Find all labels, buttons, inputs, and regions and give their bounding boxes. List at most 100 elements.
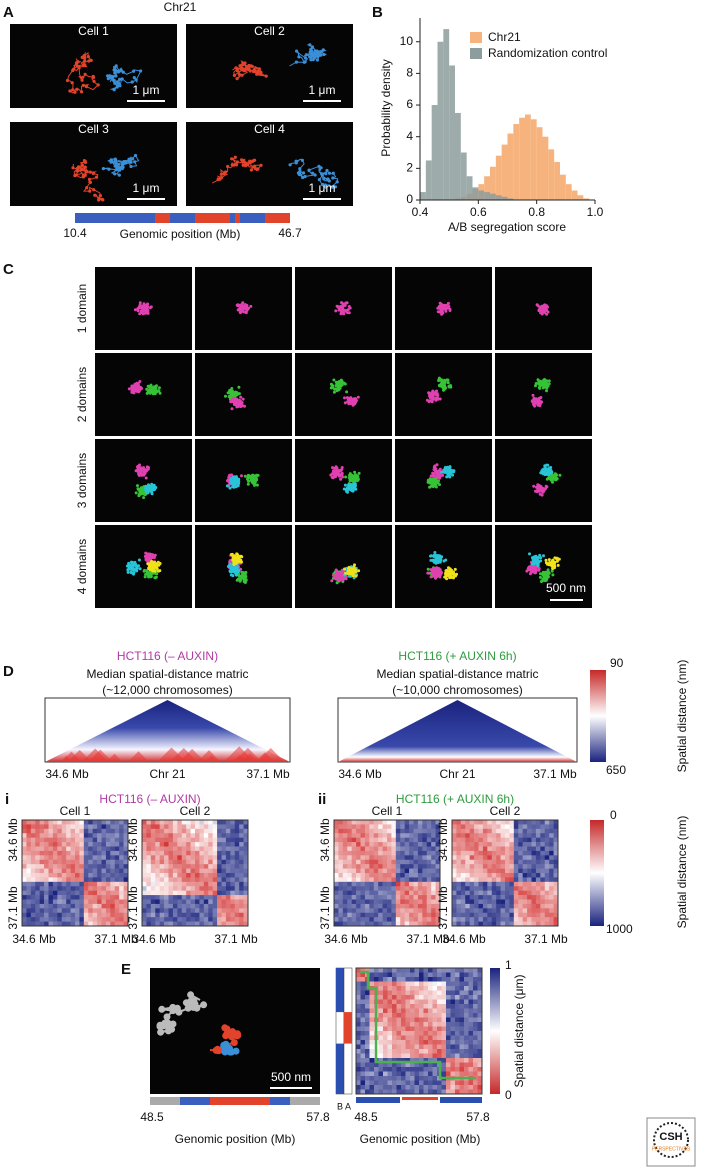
matrix-cell: [101, 820, 107, 825]
matrix-cell: [460, 899, 466, 905]
axis-label: Chr 21: [149, 767, 185, 781]
matrix-cell: [110, 895, 116, 900]
matrix-cell: [413, 846, 419, 852]
matrix-cell: [172, 873, 178, 878]
locus: [340, 568, 344, 572]
matrix-cell: [452, 903, 457, 909]
matrix-cell: [469, 886, 475, 891]
matrix-cell: [239, 868, 244, 874]
matrix-cell: [500, 842, 506, 847]
locus: [315, 58, 319, 62]
heatmap-subtitle: (~10,000 chromosomes): [392, 683, 522, 697]
locus: [231, 566, 235, 570]
matrix-cell: [342, 846, 348, 852]
matrix-cell: [181, 908, 187, 914]
domain-image: [195, 353, 292, 436]
matrix-cell: [422, 833, 428, 838]
locus: [545, 312, 549, 316]
matrix-cell: [186, 917, 191, 922]
matrix-cell: [79, 890, 85, 896]
matrix-cell: [387, 886, 392, 891]
locus: [539, 556, 543, 560]
matrix-cell: [230, 824, 236, 830]
panel-label: C: [3, 261, 14, 278]
matrix-cell: [181, 877, 187, 883]
matrix-cell: [39, 890, 45, 896]
matrix-cell: [203, 828, 209, 834]
matrix-cell: [92, 855, 98, 861]
matrix-cell: [391, 877, 397, 883]
locus: [439, 302, 443, 306]
matrix-cell: [544, 820, 550, 825]
matrix-cell: [159, 837, 165, 843]
matrix-cell: [500, 837, 506, 843]
matrix-cell: [456, 868, 462, 874]
matrix-cell: [351, 833, 357, 838]
matrix-cell: [342, 850, 348, 856]
locus: [138, 567, 142, 571]
matrix-cell: [378, 881, 383, 887]
locus: [319, 166, 323, 170]
locus: [136, 484, 139, 488]
matrix-cell: [168, 890, 174, 896]
matrix-cell: [168, 873, 174, 878]
matrix-cell: [334, 859, 339, 865]
matrix-cell: [395, 912, 401, 918]
matrix-cell: [531, 828, 537, 834]
matrix-cell: [190, 855, 196, 861]
matrix-cell: [217, 850, 222, 856]
matrix-cell: [351, 824, 357, 830]
matrix-cell: [230, 828, 236, 834]
matrix-cell: [164, 873, 169, 878]
matrix-cell: [217, 877, 222, 883]
matrix-cell: [52, 837, 58, 843]
matrix-cell: [217, 824, 222, 830]
matrix-cell: [549, 873, 554, 878]
matrix-cell: [509, 824, 515, 830]
matrix-cell: [57, 873, 63, 878]
matrix-cell: [351, 903, 357, 909]
histogram-bar: [431, 105, 438, 200]
matrix-cell: [373, 899, 379, 905]
locus: [303, 56, 308, 60]
locus: [83, 56, 87, 60]
locus: [68, 89, 72, 93]
matrix-cell: [119, 881, 124, 887]
matrix-cell: [527, 903, 532, 909]
matrix-cell: [61, 820, 67, 825]
locus: [542, 554, 545, 558]
matrix-cell: [426, 855, 432, 861]
matrix-cell: [44, 895, 49, 900]
matrix-cell: [22, 828, 27, 834]
matrix-cell: [57, 846, 63, 852]
matrix-cell: [97, 912, 102, 918]
matrix-cell: [203, 820, 209, 825]
locus: [227, 475, 231, 479]
matrix-cell: [395, 877, 401, 883]
matrix-cell: [97, 846, 102, 852]
matrix-cell: [356, 895, 361, 900]
matrix-cell: [531, 912, 537, 918]
matrix-cell: [387, 833, 392, 838]
matrix-cell: [48, 895, 54, 900]
matrix-cell: [26, 886, 32, 891]
locus: [549, 466, 553, 469]
matrix-cell: [364, 868, 370, 874]
matrix-cell: [452, 895, 457, 900]
matrix-cell: [456, 837, 462, 843]
matrix-cell: [177, 917, 183, 922]
locus: [331, 176, 335, 180]
matrix-cell: [431, 903, 436, 909]
compartment-segment: [75, 213, 155, 223]
matrix-cell: [500, 850, 506, 856]
matrix-cell: [22, 917, 27, 922]
matrix-cell: [513, 828, 519, 834]
locus: [538, 488, 542, 492]
locus: [357, 569, 361, 573]
matrix-cell: [540, 820, 546, 825]
locus: [233, 155, 237, 159]
matrix-cell: [52, 864, 58, 869]
matrix-cell: [369, 908, 375, 914]
matrix-cell: [230, 877, 236, 883]
matrix-cell: [378, 873, 383, 878]
